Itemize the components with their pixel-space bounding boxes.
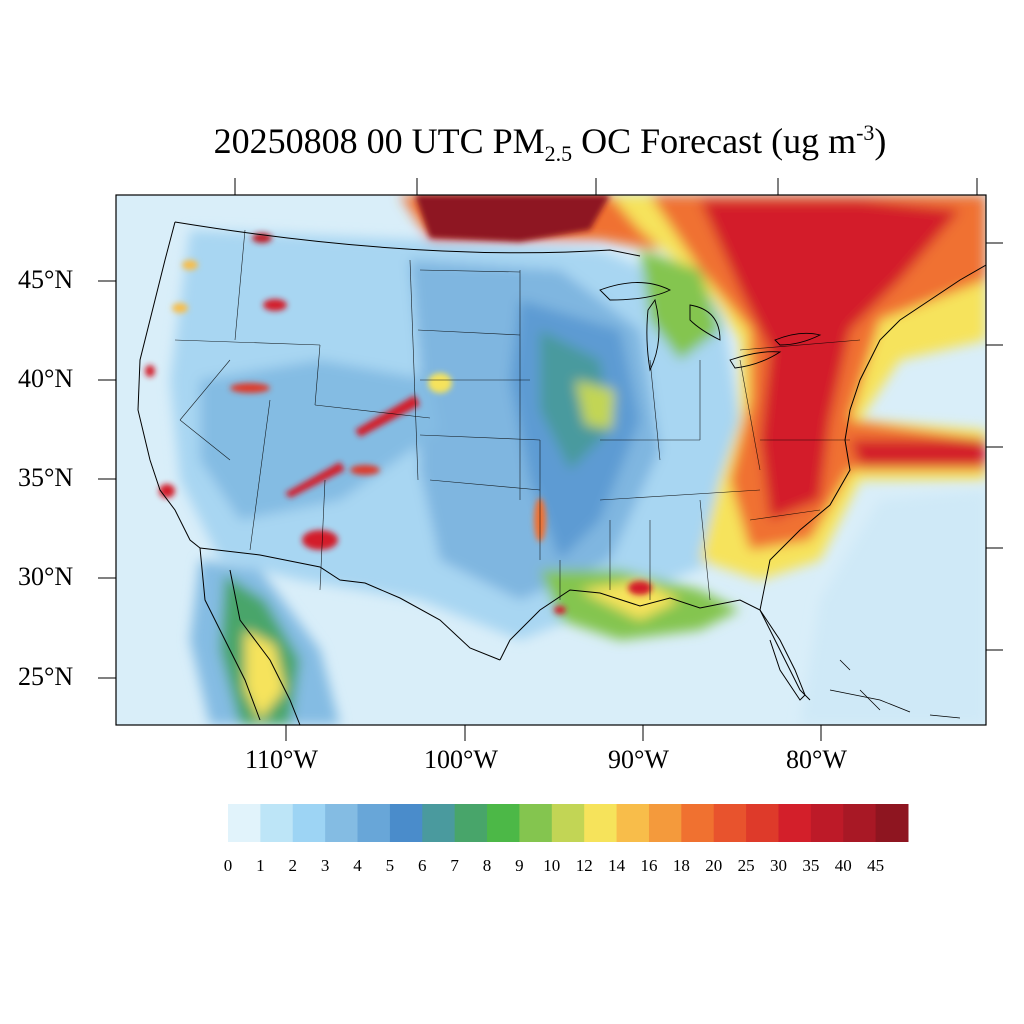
colorbar-label: 12 [575,856,593,875]
lon-label-100w: 100°W [424,745,498,774]
lat-label-45: 45°N [18,265,74,294]
colorbar-swatch [551,804,585,842]
colorbar-label: 30 [769,856,787,875]
colorbar-swatch [713,804,747,842]
colorbar-swatch [778,804,812,842]
lon-label-80w: 80°W [786,745,847,774]
colorbar-label: 25 [737,856,755,875]
lon-label-90w: 90°W [608,745,669,774]
colorbar-swatch [810,804,844,842]
colorbar-swatch [389,804,423,842]
colorbar-label: 10 [543,856,561,875]
colorbar-swatch [648,804,682,842]
lat-label-35: 35°N [18,463,74,492]
axis-ticks [98,178,1003,741]
colorbar-label: 5 [385,856,395,875]
colorbar-swatch [746,804,779,842]
lat-label-30: 30°N [18,562,74,591]
colorbar-label: 3 [320,856,330,875]
map-frame [115,194,987,726]
colorbar-swatch [228,804,261,842]
colorbar-swatch [681,804,715,842]
colorbar-label: 4 [353,856,362,875]
colorbar-label: 40 [834,856,852,875]
colorbar-label: 16 [640,856,658,875]
colorbar-label: 8 [482,856,492,875]
colorbar-swatch [454,804,488,842]
map-title: 20250808 00 UTC PM2.5 OC Forecast (ug m-… [213,120,887,167]
colorbar-label: 45 [867,856,885,875]
lat-label-40: 40°N [18,364,74,393]
colorbar-swatch [292,804,326,842]
colorbar-swatch [843,804,877,842]
colorbar-label: 20 [705,856,723,875]
lat-label-25: 25°N [18,662,74,691]
colorbar-swatch [260,804,294,842]
colorbar-swatch [325,804,359,842]
colorbar-swatch [616,804,650,842]
colorbar-label: 14 [608,856,626,875]
colorbar-label: 6 [418,856,427,875]
colorbar-label: 1 [256,856,265,875]
colorbar-swatch [584,804,618,842]
colorbar [228,804,909,842]
colorbar-swatch [357,804,391,842]
lon-label-110w: 110°W [245,745,318,774]
colorbar-label: 7 [450,856,459,875]
colorbar-swatch [875,804,909,842]
colorbar-label: 35 [802,856,820,875]
concentration-field [116,195,986,725]
colorbar-label: 0 [223,856,233,875]
colorbar-label: 9 [515,856,524,875]
colorbar-swatch [487,804,520,842]
colorbar-swatch [519,804,553,842]
colorbar-label: 18 [672,856,690,875]
colorbar-swatch [422,804,456,842]
colorbar-label: 2 [288,856,298,875]
